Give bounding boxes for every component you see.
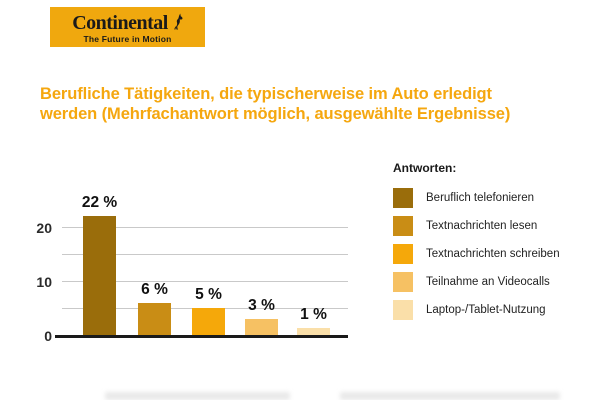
legend-item: Beruflich telefonieren [393, 188, 588, 208]
logo-tagline: The Future in Motion [83, 33, 172, 44]
gridline [62, 281, 348, 282]
logo-wordmark-row: Continental [72, 13, 183, 33]
bar-rect [83, 216, 116, 335]
bar-chart-plot: 22 % 6 % 5 % 3 % 1 % [58, 190, 348, 336]
page-title-line2: werden (Mehrfachantwort möglich, ausgewä… [40, 105, 511, 123]
page-title: Berufliche Tätigkeiten, die typischerwei… [40, 84, 580, 124]
bar-rect [245, 318, 278, 335]
x-axis-baseline [55, 335, 348, 338]
legend-item-label: Teilnahme an Videocalls [426, 276, 550, 288]
legend-item-label: Textnachrichten lesen [426, 220, 538, 232]
y-axis: 0 10 20 [14, 190, 52, 343]
bar-rect [192, 308, 225, 335]
page-title-line1: Berufliche Tätigkeiten, die typischerwei… [40, 85, 492, 103]
bar-value-label: 6 % [141, 280, 168, 298]
legend-item: Textnachrichten lesen [393, 216, 588, 236]
cropped-footer-text [340, 392, 560, 400]
bar-5: 1 % [297, 306, 330, 335]
y-tick-label: 0 [44, 328, 52, 344]
legend-swatch [393, 272, 413, 292]
y-tick-label: 10 [36, 274, 52, 290]
legend-title: Antworten: [393, 161, 457, 175]
bar-value-label: 22 % [81, 194, 118, 212]
legend-item: Laptop-/Tablet-Nutzung [393, 300, 588, 320]
bar-3: 5 % [192, 286, 225, 335]
logo-wordmark: Continental [72, 11, 168, 34]
y-tick-label: 20 [36, 220, 52, 236]
bar-value-label: 5 % [195, 286, 222, 303]
bar-rect [297, 328, 330, 335]
gridline [62, 227, 348, 228]
legend-item: Teilnahme an Videocalls [393, 272, 588, 292]
chart-legend: Antworten: Beruflich telefonieren Textna… [393, 161, 588, 328]
legend-item-label: Textnachrichten schreiben [426, 248, 560, 260]
bar-4: 3 % [245, 297, 278, 335]
bar-value-label: 3 % [248, 296, 275, 314]
cropped-footer-text [105, 392, 290, 400]
legend-swatch [393, 216, 413, 236]
bar-1: 22 % [82, 194, 117, 335]
gridline [62, 254, 348, 255]
bar-value-label: 1 % [300, 306, 327, 323]
rearing-horse-icon [174, 13, 183, 29]
legend-swatch [393, 188, 413, 208]
legend-item-label: Beruflich telefonieren [426, 192, 535, 204]
bar-rect [138, 302, 171, 335]
legend-swatch [393, 244, 413, 264]
legend-item-label: Laptop-/Tablet-Nutzung [426, 304, 546, 316]
legend-item: Textnachrichten schreiben [393, 244, 588, 264]
legend-swatch [393, 300, 413, 320]
bar-2: 6 % [138, 281, 171, 335]
continental-logo: Continental The Future in Motion [50, 7, 205, 47]
